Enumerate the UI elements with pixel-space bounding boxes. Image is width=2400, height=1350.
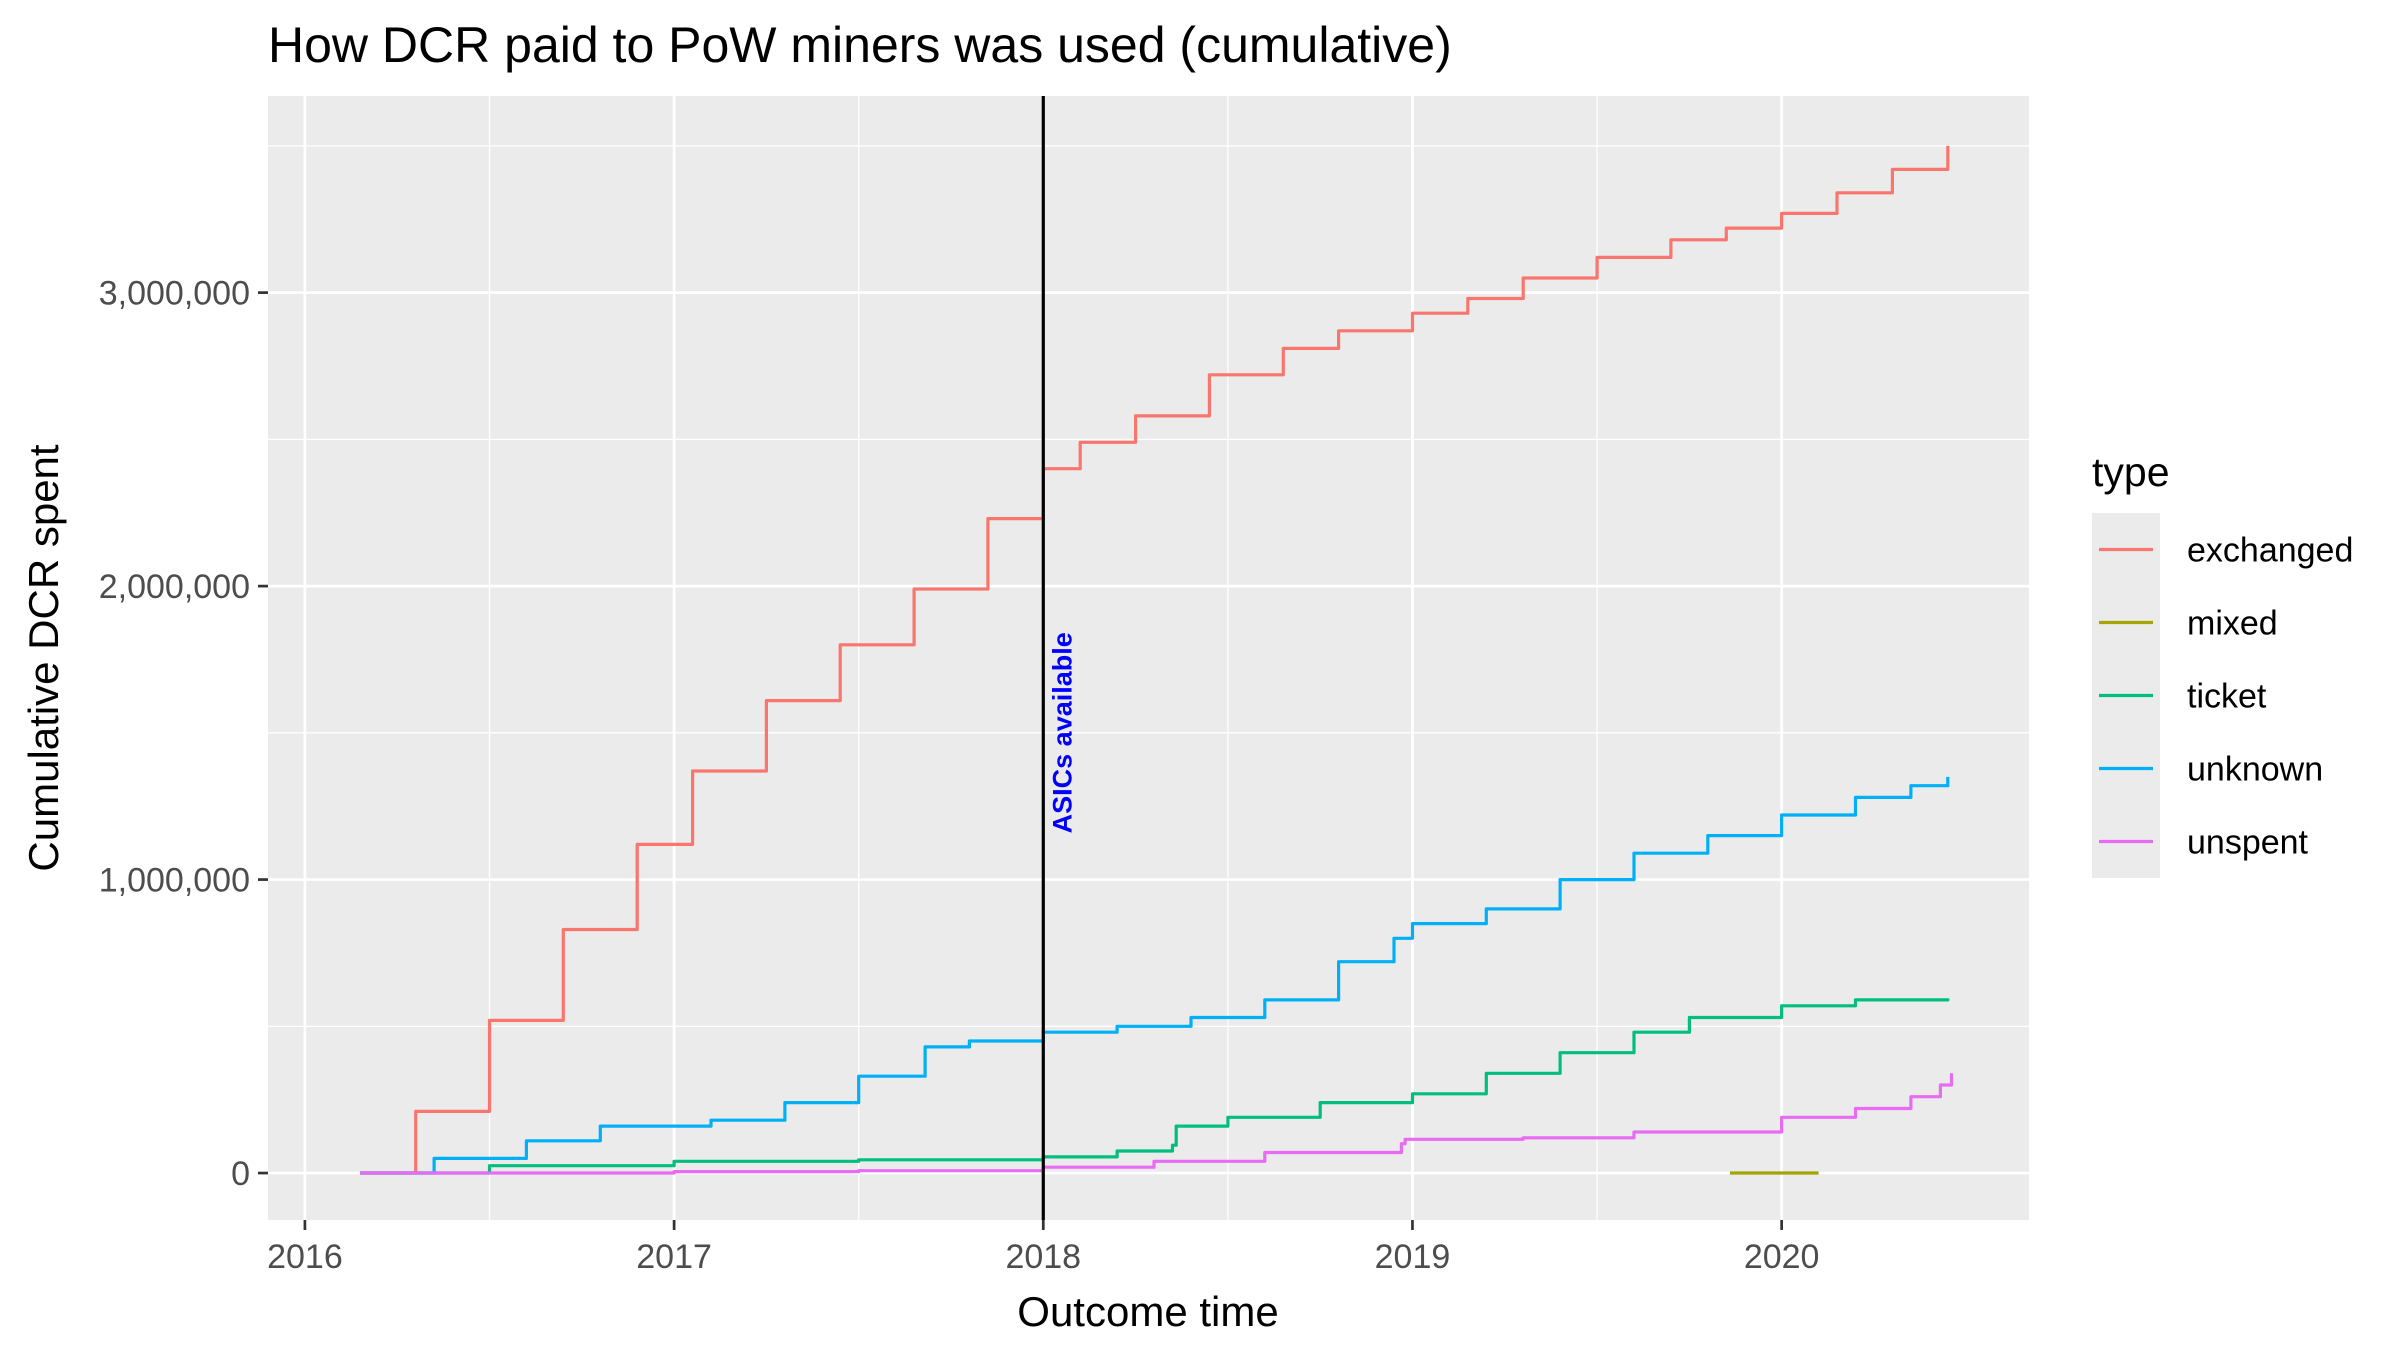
- legend: type exchanged mixed ticket unknown unspent: [2092, 449, 2353, 878]
- series-line-exchanged: [360, 145, 1950, 1175]
- y-axis-title: Cumulative DCR spent: [20, 444, 67, 871]
- series-line-unknown: [360, 776, 1950, 1175]
- x-tick-label: 2018: [1005, 1238, 1081, 1276]
- y-tick-label: 3,000,000: [99, 275, 250, 313]
- legend-label-mixed: mixed: [2187, 605, 2278, 643]
- x-tick-label: 2020: [1744, 1238, 1820, 1276]
- legend-label-unknown: unknown: [2187, 751, 2323, 789]
- legend-label-unspent: unspent: [2187, 824, 2309, 862]
- axis-ticks: [258, 291, 1783, 1230]
- y-tick-label: 2,000,000: [99, 568, 250, 606]
- plot-panel: [268, 96, 2029, 1220]
- series-line-unspent: [360, 1073, 1954, 1175]
- y-tick-label: 1,000,000: [99, 862, 250, 900]
- chart-title: How DCR paid to PoW miners was used (cum…: [268, 17, 1452, 73]
- tick-labels: 2016 2017 2018 2019 2020 0 1,000,000 2,000,000 3…: [99, 275, 1820, 1276]
- legend-label-exchanged: exchanged: [2187, 532, 2353, 570]
- legend-label-ticket: ticket: [2187, 678, 2267, 716]
- x-axis-title: Outcome time: [1017, 1288, 1278, 1335]
- y-tick-label: 0: [231, 1155, 250, 1193]
- legend-items: exchanged mixed ticket unknown unspent: [2092, 513, 2353, 878]
- x-tick-label: 2019: [1375, 1238, 1451, 1276]
- series-layer: [360, 145, 1954, 1175]
- annotation-layer: ASICs available: [1041, 96, 1078, 1220]
- annotation-label: ASICs available: [1048, 632, 1078, 833]
- legend-title: type: [2092, 449, 2170, 495]
- x-tick-label: 2016: [267, 1238, 343, 1276]
- x-tick-label: 2017: [636, 1238, 712, 1276]
- series-line-ticket: [360, 998, 1950, 1175]
